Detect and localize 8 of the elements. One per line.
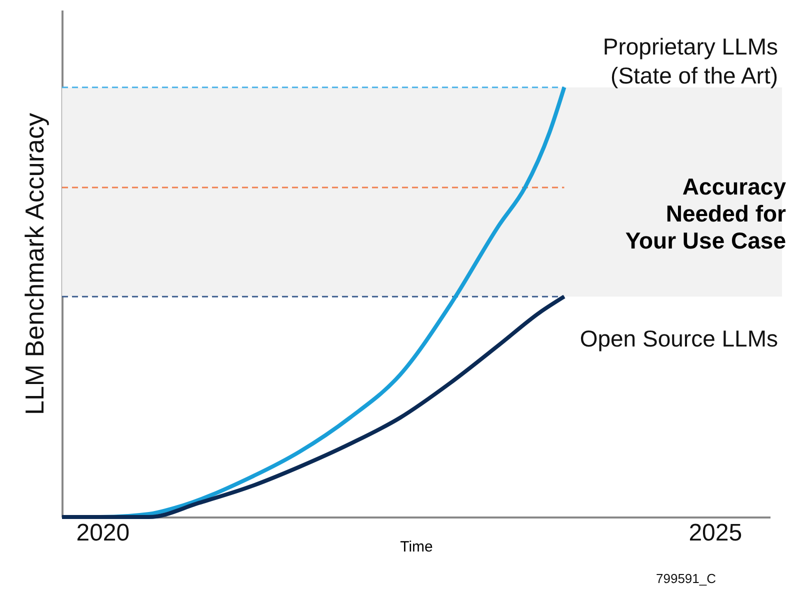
- x-tick-label: 2020: [76, 520, 130, 546]
- series-label: Open Source LLMs: [580, 326, 778, 352]
- x-axis-title: Time: [400, 538, 433, 556]
- ref-line-label: Accuracy Needed for Your Use Case: [625, 173, 786, 254]
- text: 799591_C: [656, 571, 716, 586]
- x-tick-label: 2025: [688, 520, 742, 546]
- series-label: Proprietary LLMs (State of the Art): [602, 33, 778, 88]
- y-axis-title: LLM Benchmark Accuracy: [20, 112, 50, 416]
